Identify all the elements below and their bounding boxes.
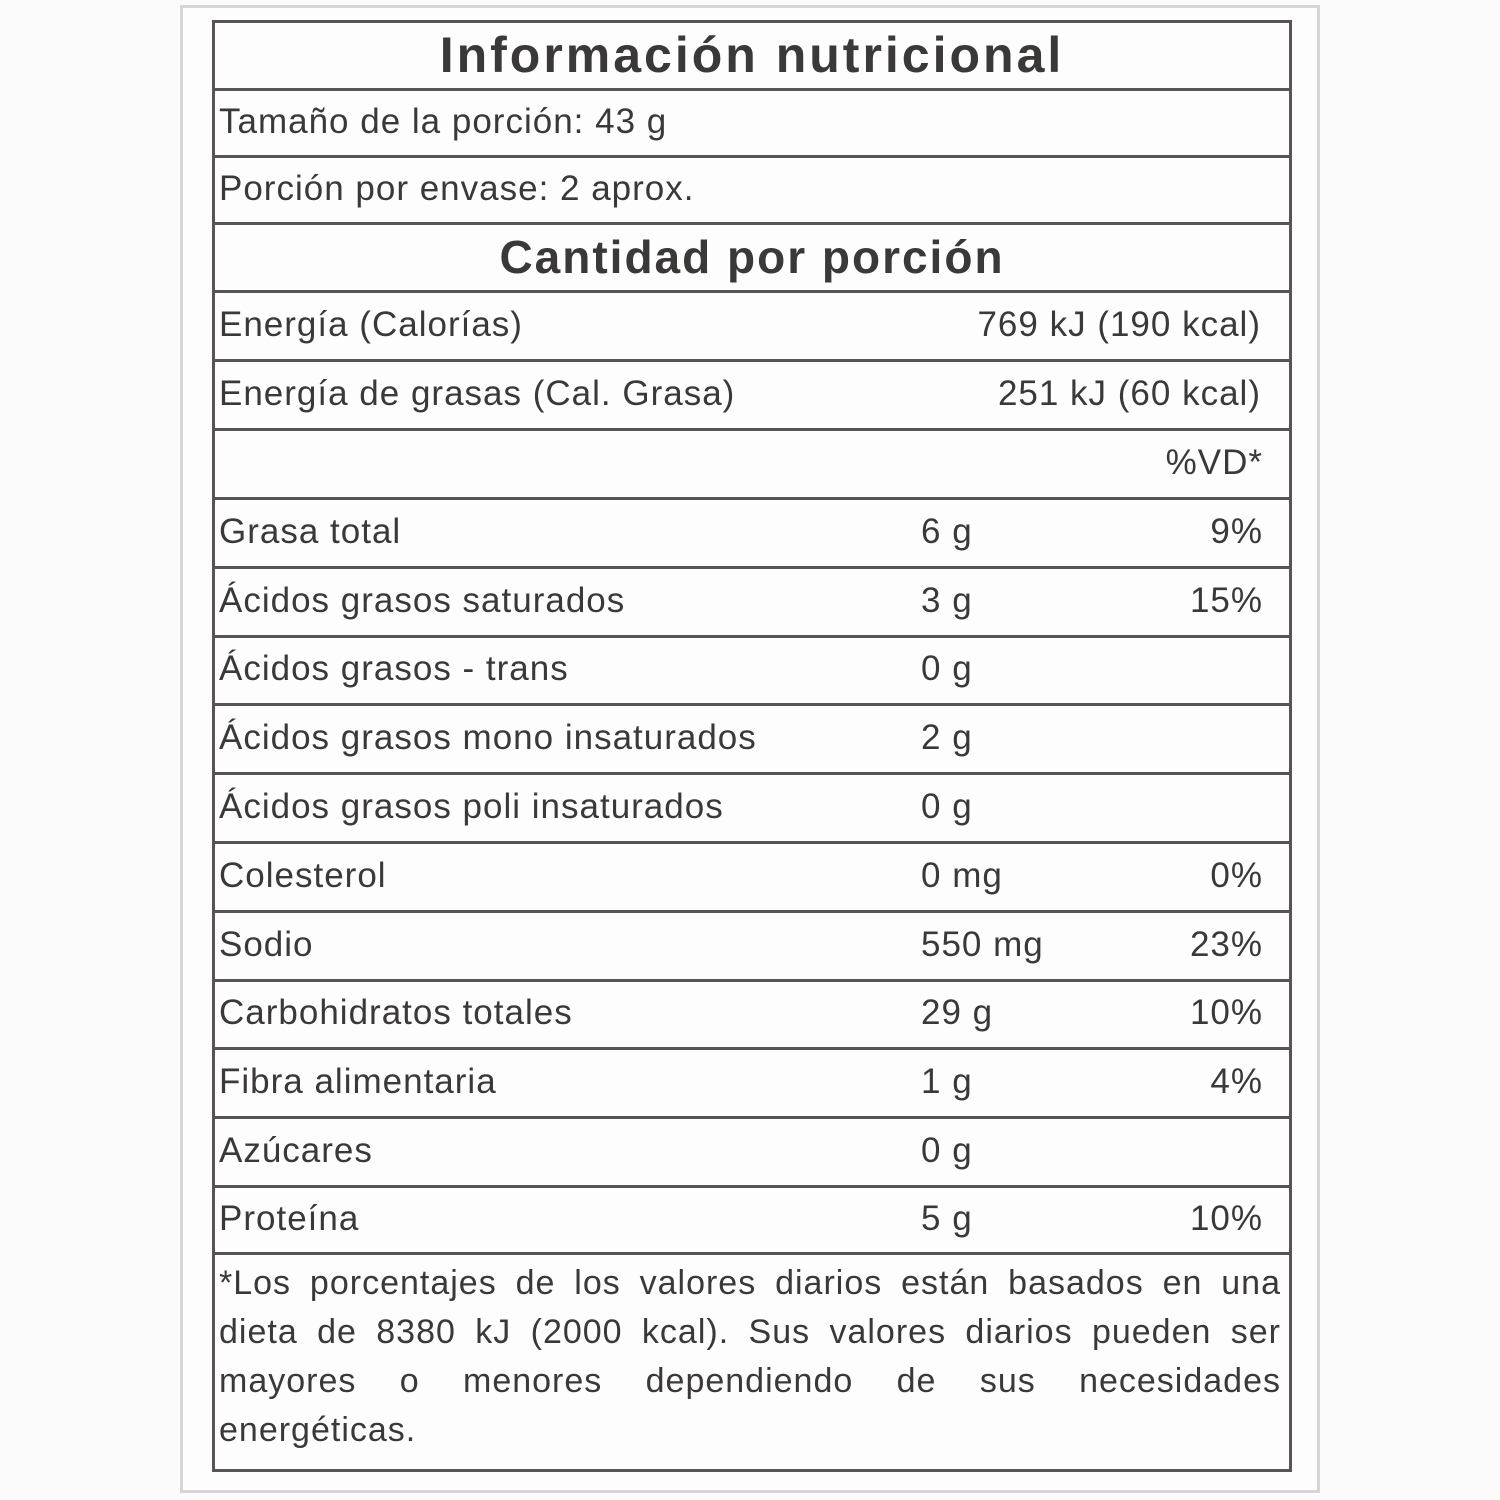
label-row: Ácidos grasos mono insaturados 2 g — [215, 706, 1289, 776]
label-row: Grasa total 6 g 9% — [215, 500, 1289, 569]
serving-size: Tamaño de la porción: 43 g — [219, 102, 668, 142]
label-row: Carbohidratos totales 29 g 10% — [215, 982, 1289, 1051]
nutrient-amount: 550 mg — [921, 924, 1044, 964]
label-row: Colesterol 0 mg 0% — [215, 844, 1289, 913]
label-row: Porción por envase: 2 aprox. — [215, 158, 1289, 225]
label-row: Ácidos grasos saturados 3 g 15% — [215, 569, 1289, 638]
nutrient-amount: 29 g — [921, 993, 994, 1033]
label-row: Sodio 550 mg 23% — [215, 913, 1289, 982]
nutrient-name: Sodio — [219, 924, 314, 964]
nutrient-amount: 3 g — [921, 580, 973, 620]
energy-name: Energía de grasas (Cal. Grasa) — [219, 374, 736, 414]
nutrient-dv: 10% — [1189, 993, 1263, 1033]
energy-value: 251 kJ (60 kcal) — [997, 374, 1261, 414]
nutrient-dv: 9% — [1210, 512, 1263, 552]
nutrient-amount: 6 g — [921, 512, 973, 552]
nutrient-name: Proteína — [219, 1199, 360, 1239]
section-title: Cantidad por porción — [499, 230, 1005, 283]
label-row: Energía (Calorías) 769 kJ (190 kcal) — [215, 293, 1289, 362]
nutrient-amount: 0 g — [921, 787, 973, 827]
nutrient-amount: 0 g — [921, 1131, 973, 1171]
dv-header: %VD* — [1165, 443, 1263, 483]
label-row: Azúcares 0 g — [215, 1119, 1289, 1188]
label-row: Proteína 5 g 10% — [215, 1188, 1289, 1255]
energy-name: Energía (Calorías) — [219, 305, 523, 345]
nutrient-dv: 15% — [1189, 580, 1263, 620]
nutrient-name: Ácidos grasos poli insaturados — [219, 787, 724, 827]
nutrient-name: Ácidos grasos saturados — [219, 580, 626, 620]
nutrient-dv: 4% — [1210, 1062, 1263, 1102]
label-row: %VD* — [215, 431, 1289, 500]
label-row: Energía de grasas (Cal. Grasa) 251 kJ (60… — [215, 362, 1289, 431]
footnote: *Los porcentajes de los valores diarios … — [219, 1264, 1281, 1449]
label-title: Información nutricional — [439, 26, 1065, 83]
servings-per-container: Porción por envase: 2 aprox. — [219, 169, 695, 209]
label-row: Ácidos grasos - trans 0 g — [215, 638, 1289, 707]
nutrient-amount: 0 g — [921, 649, 973, 689]
label-row: Fibra alimentaria 1 g 4% — [215, 1050, 1289, 1120]
nutrient-name: Azúcares — [219, 1131, 373, 1171]
nutrient-name: Grasa total — [219, 512, 402, 552]
label-backing — [180, 5, 1320, 1493]
nutrient-name: Ácidos grasos - trans — [219, 649, 569, 689]
label-row: Ácidos grasos poli insaturados 0 g — [215, 775, 1289, 844]
nutrient-name: Fibra alimentaria — [219, 1062, 497, 1102]
nutrient-name: Ácidos grasos mono insaturados — [219, 718, 757, 758]
nutrient-amount: 0 mg — [921, 856, 1003, 896]
nutrient-amount: 2 g — [921, 718, 973, 758]
nutrient-amount: 5 g — [921, 1199, 973, 1239]
nutrient-dv: 23% — [1189, 924, 1263, 964]
nutrient-name: Carbohidratos totales — [219, 993, 573, 1033]
label-row: Cantidad por porción — [215, 225, 1289, 293]
label-row: Información nutricional — [215, 23, 1289, 91]
nutrient-amount: 1 g — [921, 1062, 973, 1102]
energy-value: 769 kJ (190 kcal) — [977, 305, 1261, 345]
nutrient-dv: 0% — [1210, 856, 1263, 896]
nutrition-label: *Los porcentajes de los valores diarios … — [212, 20, 1292, 1472]
nutrient-dv: 10% — [1189, 1199, 1263, 1239]
label-row: Tamaño de la porción: 43 g — [215, 91, 1289, 158]
nutrient-name: Colesterol — [219, 856, 387, 896]
